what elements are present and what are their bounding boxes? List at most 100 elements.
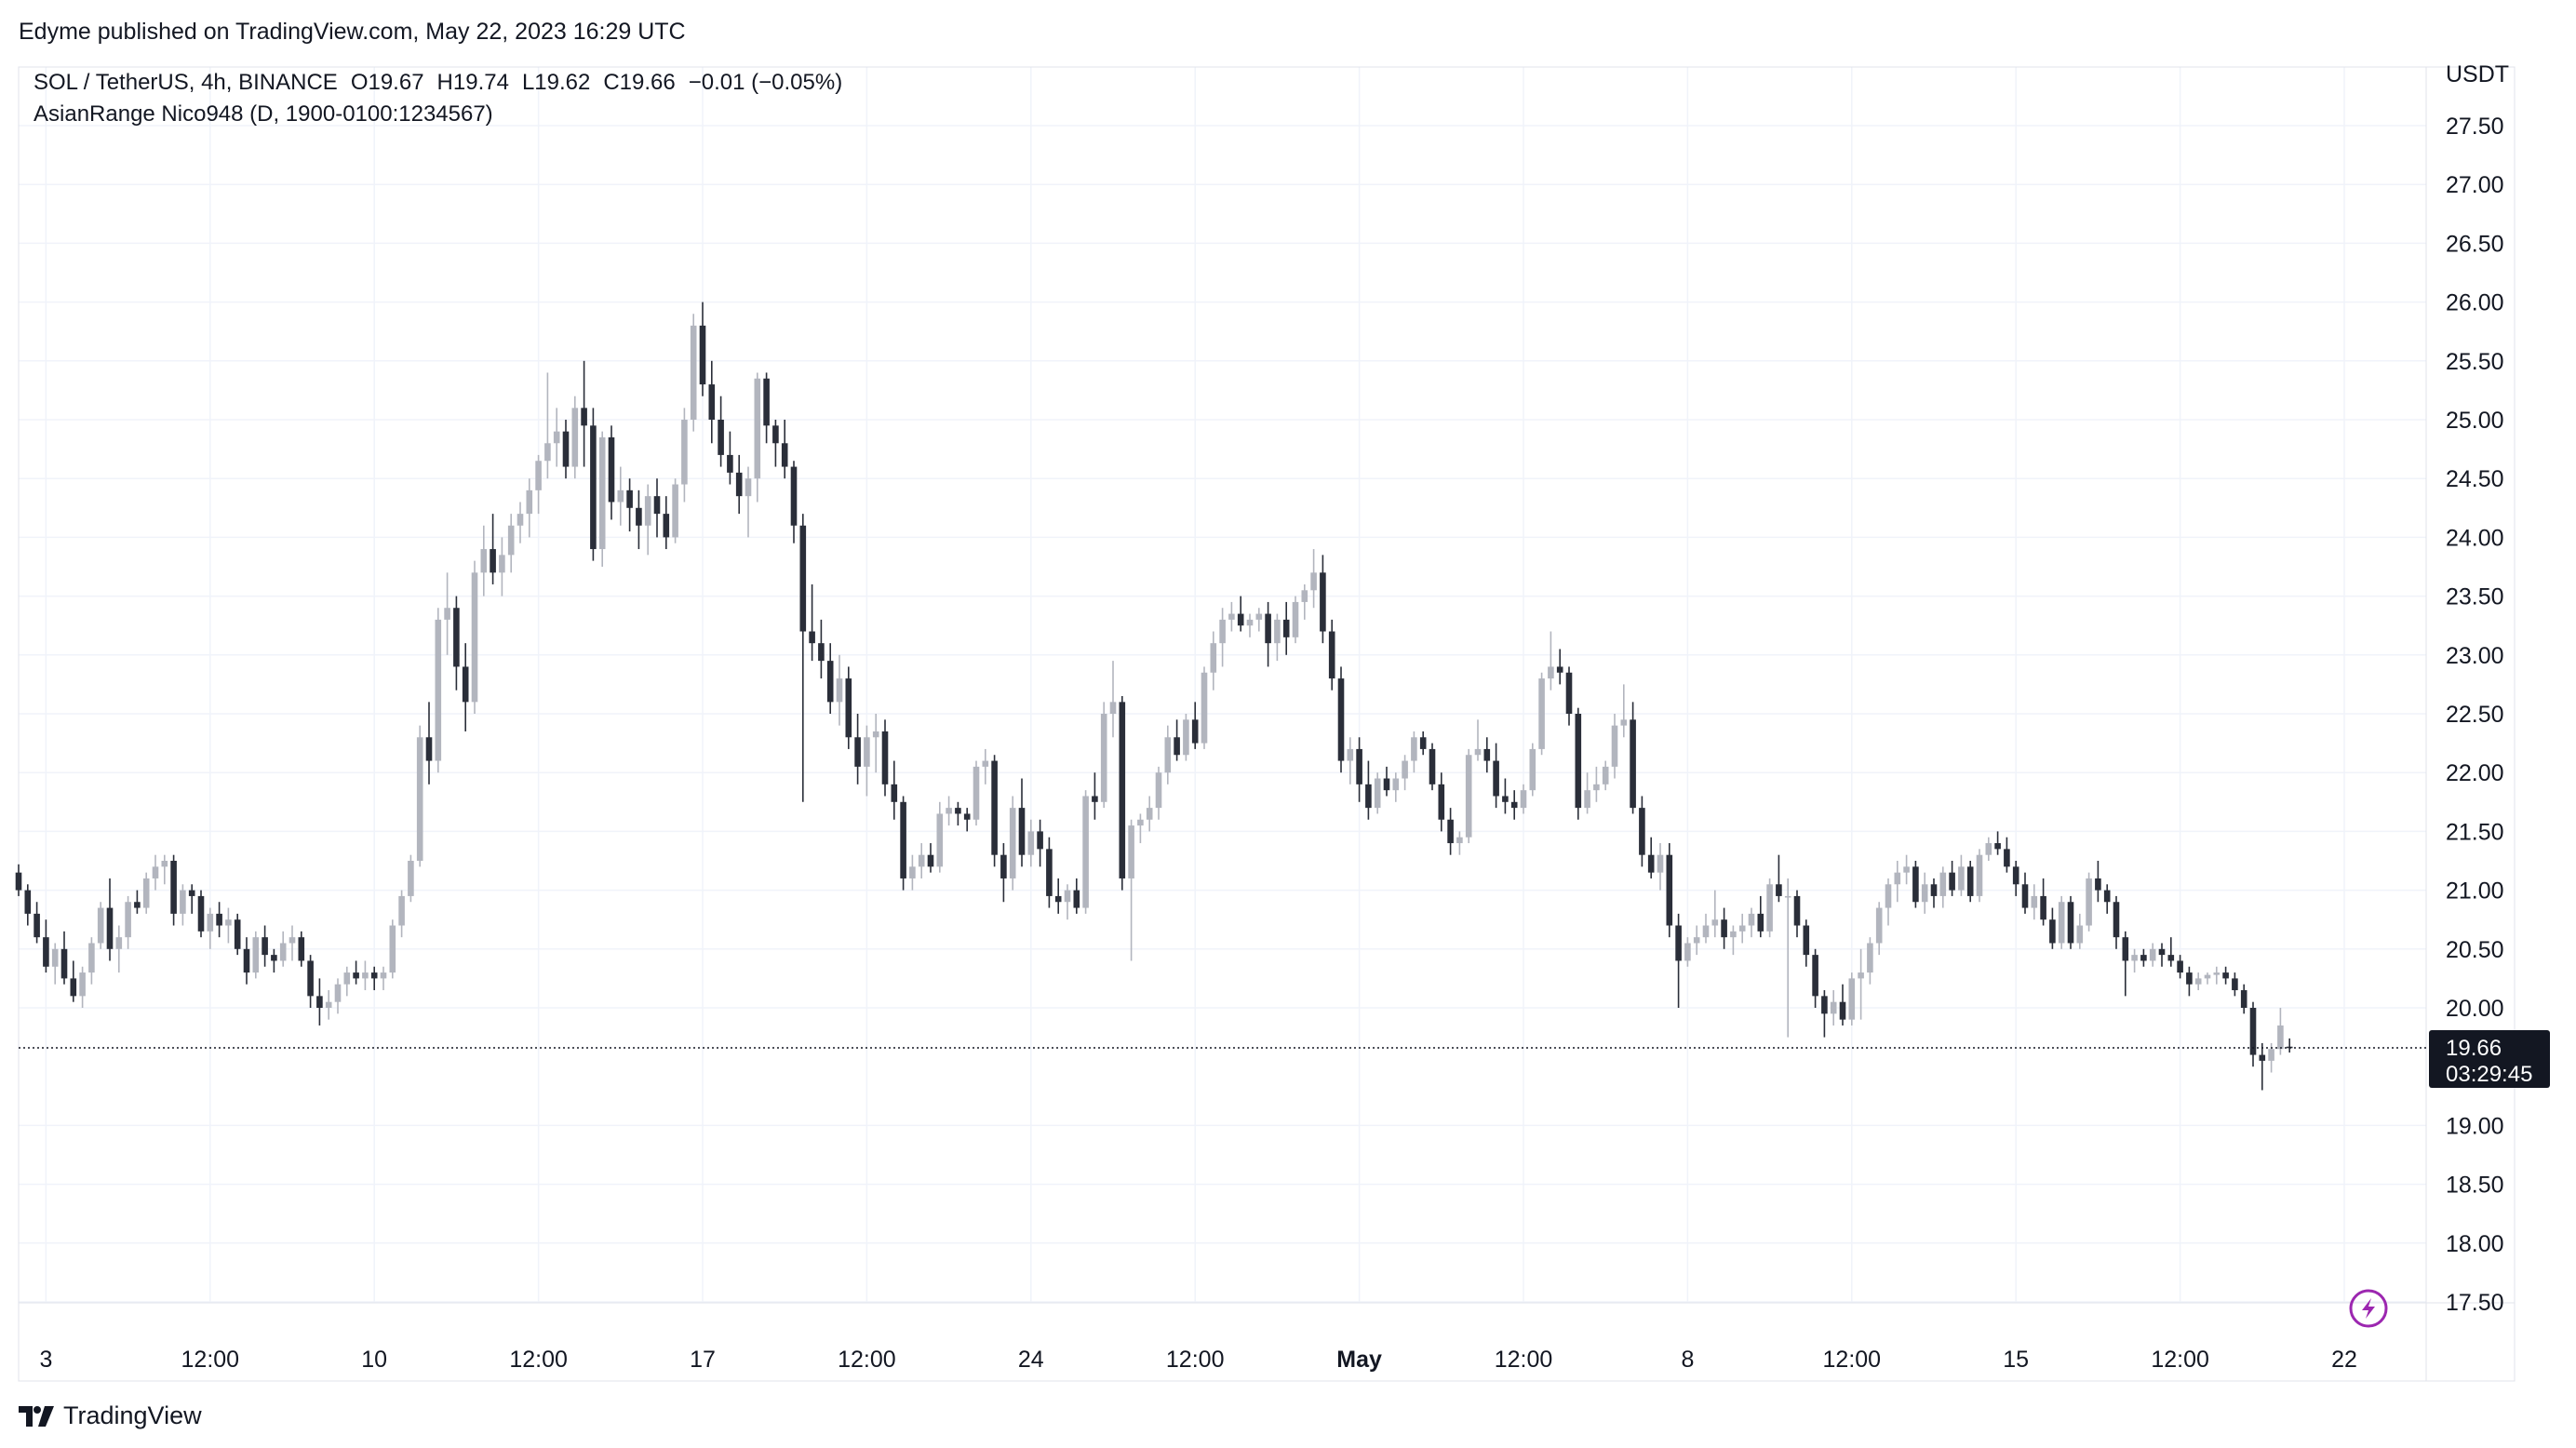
candle-body: [1164, 737, 1172, 773]
candle-body: [526, 489, 533, 515]
candle-body: [1693, 937, 1700, 944]
candle: [416, 725, 423, 867]
candle: [170, 854, 177, 926]
candle: [2232, 972, 2238, 997]
candle-body: [353, 972, 359, 979]
candle: [2140, 948, 2147, 967]
candle-body: [1092, 796, 1098, 802]
candle: [370, 966, 378, 991]
candle: [1620, 684, 1628, 738]
candle: [1374, 772, 1381, 814]
candle: [471, 560, 478, 714]
candle-body: [1265, 613, 1271, 644]
candle-body: [1602, 766, 1609, 784]
candle: [1575, 707, 1582, 820]
candle: [288, 925, 296, 961]
candle: [2204, 972, 2211, 985]
candle-body: [2277, 1025, 2284, 1050]
candle: [982, 748, 989, 784]
symbol-legend[interactable]: SOL / TetherUS, 4h, BINANCE O19.67 H19.74 L…: [34, 70, 855, 96]
tradingview-logo-icon: [19, 1405, 54, 1427]
candle: [2158, 943, 2166, 967]
candle-body: [617, 489, 624, 503]
candle-body: [51, 948, 59, 967]
candle-body: [2095, 878, 2101, 891]
candle-body: [598, 436, 606, 550]
candle-body: [1675, 925, 1682, 961]
candle-body: [243, 948, 250, 973]
candle: [1793, 890, 1801, 938]
candle: [408, 854, 414, 903]
candle-body: [1647, 854, 1655, 873]
price-tick-label: 21.00: [2446, 878, 2504, 905]
candle-body: [1776, 884, 1782, 896]
candle-body: [553, 431, 560, 444]
price-axis[interactable]: 27.50 27.00 26.50 26.00 25.50 25.00 24.50 24.00…: [2446, 114, 2504, 1316]
last-price-tag-bg: [2429, 1029, 2550, 1088]
candle: [1912, 861, 1919, 908]
candle: [2177, 955, 2183, 979]
candle-body: [1867, 943, 1873, 973]
candle: [1210, 631, 1217, 690]
candle: [598, 431, 606, 567]
candle-body: [1356, 748, 1362, 784]
candle-body: [1009, 808, 1016, 878]
candle-body: [1191, 719, 1199, 744]
candle-body: [1958, 866, 1965, 891]
indicator-legend[interactable]: AsianRange Nico948 (D, 1900-0100:1234567…: [34, 101, 493, 127]
candle-body: [88, 943, 95, 973]
candle: [1894, 861, 1901, 903]
candle-body: [60, 948, 68, 979]
candle: [2131, 948, 2138, 973]
candle: [845, 666, 852, 749]
candle: [809, 583, 815, 662]
symbol-name[interactable]: SOL / TetherUS, 4h, BINANCE: [34, 70, 338, 95]
candle: [1738, 913, 1746, 944]
candle: [480, 525, 488, 597]
time-tick-label: 12:00: [1495, 1347, 1553, 1373]
candle: [617, 466, 624, 526]
candle-body: [1976, 854, 1983, 896]
candle: [389, 919, 396, 979]
candle-body: [845, 678, 852, 738]
candle: [207, 907, 214, 949]
price-tick-label: 25.50: [2446, 349, 2504, 375]
candle-body: [663, 514, 670, 538]
time-tick-label: 12:00: [509, 1347, 568, 1373]
candle: [1146, 796, 1153, 832]
candle-body: [1748, 913, 1755, 926]
candle-body: [435, 619, 442, 761]
candle: [325, 990, 332, 1020]
candle-body: [444, 608, 450, 620]
candle: [462, 643, 469, 731]
candle: [1875, 902, 1883, 956]
candle: [1538, 672, 1545, 756]
price-tick-label: 18.00: [2446, 1231, 2504, 1257]
flash-icon[interactable]: [2349, 1289, 2388, 1328]
time-tick-label: 24: [1018, 1347, 1044, 1373]
candle-body: [79, 972, 86, 997]
time-axis[interactable]: 3 12:00 10 12:00 17 12:00 24 12:00 May 12:00 8 12:0…: [39, 1347, 2356, 1373]
candle-body: [2140, 955, 2147, 961]
candle: [790, 461, 798, 543]
candle-body: [799, 525, 807, 632]
candle: [60, 931, 68, 985]
candle: [653, 478, 661, 538]
candle-body: [1630, 719, 1636, 809]
candle-body: [115, 937, 123, 949]
candle: [252, 931, 260, 979]
candle: [526, 478, 533, 538]
candle: [279, 931, 287, 967]
candle: [2095, 861, 2101, 903]
candle: [353, 960, 359, 985]
candle: [1402, 755, 1408, 791]
candle: [2259, 1042, 2266, 1091]
candle-body: [1392, 778, 1400, 791]
candle-body: [1565, 672, 1573, 714]
candle: [1858, 948, 1864, 1020]
candle-body: [608, 436, 615, 503]
candle-body: [772, 425, 779, 444]
tradingview-brand[interactable]: TradingView: [19, 1401, 202, 1430]
candle: [626, 478, 633, 532]
